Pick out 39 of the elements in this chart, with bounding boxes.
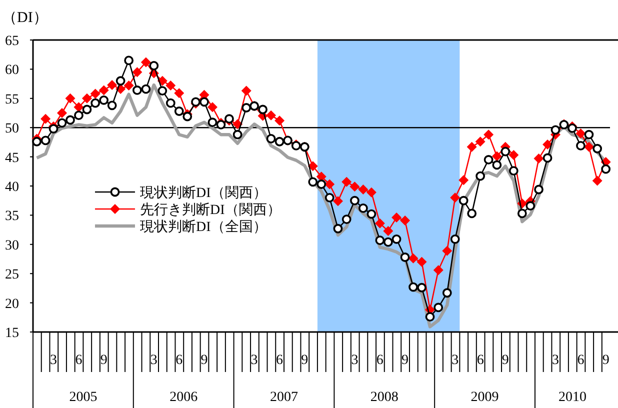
- text: 2010: [558, 390, 586, 405]
- y-axis-title: （DI）: [2, 10, 48, 26]
- legend-label: 先行き判断DI（関西）: [140, 202, 281, 218]
- x-tick-label: 6: [75, 353, 82, 368]
- y-tick-label: 20: [5, 296, 19, 312]
- text: 2009: [470, 390, 499, 405]
- y-tick-label: 40: [5, 180, 19, 195]
- y-tick-label: 15: [5, 326, 19, 341]
- x-tick-label: 3: [452, 353, 459, 368]
- text: 2006: [170, 390, 198, 405]
- text: 2005: [69, 390, 98, 405]
- text: 2008: [370, 390, 398, 405]
- x-tick-label: 6: [376, 353, 384, 368]
- y-tick-label: 65: [5, 34, 19, 49]
- x-tick-label: 3: [150, 353, 158, 368]
- x-tick-label: 6: [176, 353, 183, 368]
- y-tick-label: 30: [5, 238, 19, 254]
- x-tick-label: 9: [100, 353, 108, 368]
- x-tick-label: 9: [301, 353, 308, 368]
- x-tick-label: 3: [552, 353, 559, 368]
- x-tick-label: 3: [50, 353, 58, 368]
- y-tick-label: 60: [5, 63, 19, 78]
- x-tick-label: 6: [577, 353, 584, 368]
- y-tick-label: 45: [5, 150, 19, 166]
- x-tick-label: 9: [502, 353, 509, 368]
- y-tick-label: 35: [5, 209, 19, 224]
- text: 2007: [270, 390, 298, 405]
- x-tick-label: 9: [200, 353, 208, 368]
- y-tick-label: 55: [5, 92, 19, 108]
- x-tick-label: 3: [351, 353, 358, 368]
- y-tick-label: 50: [5, 122, 19, 137]
- x-tick-label: 9: [602, 353, 610, 368]
- x-tick-label: 3: [250, 353, 258, 368]
- x-tick-label: 6: [276, 353, 284, 368]
- x-tick-label: 6: [476, 353, 484, 368]
- legend-label: 現状判断DI（全国）: [140, 219, 267, 235]
- y-tick-label: 25: [5, 268, 19, 283]
- legend-label: 現状判断DI（関西）: [140, 185, 267, 201]
- x-tick-label: 9: [402, 353, 409, 368]
